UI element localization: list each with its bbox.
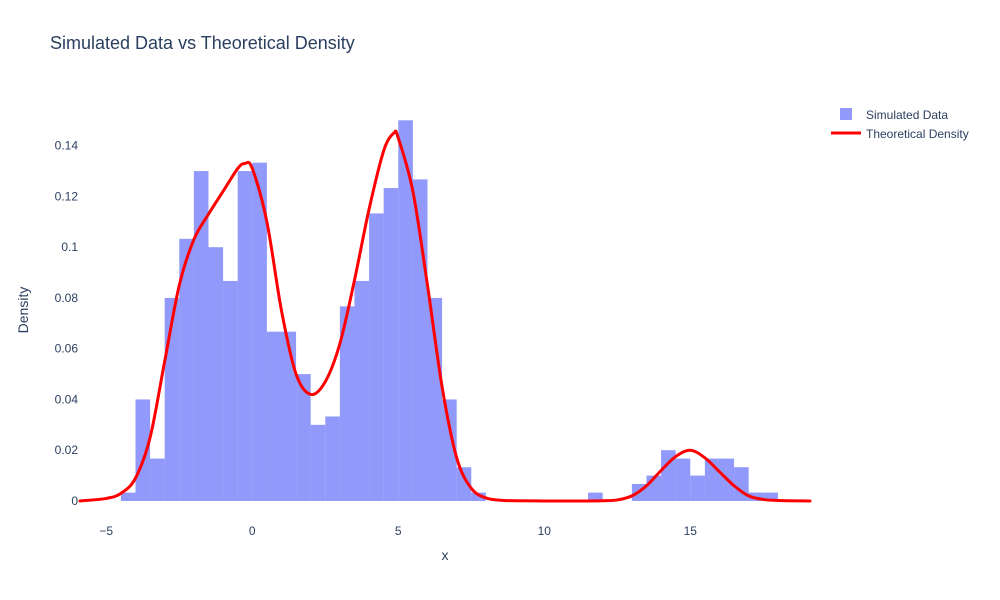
x-tick-label: 10: [538, 524, 552, 538]
histogram-bar: [150, 458, 165, 501]
histogram-bar: [427, 297, 443, 501]
y-tick-label: 0.1: [61, 240, 78, 254]
histogram-bar: [120, 492, 136, 501]
histogram-bar: [266, 331, 282, 501]
histogram-bar: [456, 467, 472, 501]
y-tick-label: 0.06: [55, 342, 79, 356]
histogram-bar: [208, 247, 224, 501]
legend-label-theoretical-density: Theoretical Density: [866, 127, 969, 141]
histogram-bar: [223, 280, 238, 501]
histogram-bar: [135, 399, 151, 501]
histogram-bar: [383, 188, 399, 501]
histogram-bar: [281, 331, 297, 501]
y-tick-label: 0.12: [55, 189, 79, 203]
y-tick-label: 0.04: [55, 392, 79, 406]
y-tick-label: 0.14: [55, 139, 79, 153]
histogram-bar: [661, 450, 676, 501]
x-axis-title: x: [442, 547, 449, 563]
x-tick-label: 5: [395, 524, 402, 538]
y-axis-ticks: 0 0.02 0.04 0.06 0.08 0.1 0.12 0.14: [55, 139, 79, 508]
histogram-bar: [310, 424, 326, 501]
y-tick-label: 0.02: [55, 443, 79, 457]
y-axis-title: Density: [15, 287, 31, 334]
y-tick-label: 0: [71, 494, 78, 508]
histogram-bar: [237, 171, 253, 501]
histogram-bar: [442, 399, 457, 501]
x-axis-ticks: −5 0 5 10 15: [99, 524, 697, 538]
x-tick-label: 0: [249, 524, 256, 538]
legend-item-simulated-data[interactable]: Simulated Data: [840, 108, 948, 122]
histogram-bar: [193, 171, 209, 501]
histogram-bar: [471, 492, 486, 501]
histogram-bars: [120, 120, 778, 501]
x-tick-label: −5: [99, 524, 113, 538]
histogram-bar: [179, 238, 194, 501]
histogram-bar: [588, 492, 603, 501]
histogram-bar: [369, 213, 384, 501]
density-line: [78, 129, 812, 503]
density-line-layer: [78, 129, 812, 503]
histogram-bar: [296, 374, 311, 501]
legend-swatch-bar: [840, 108, 852, 120]
legend-item-theoretical-density[interactable]: Theoretical Density: [831, 127, 969, 141]
histogram-bar: [675, 458, 691, 501]
chart-title: Simulated Data vs Theoretical Density: [50, 33, 355, 53]
histogram-bar: [398, 120, 413, 501]
histogram-bar: [763, 492, 778, 501]
histogram-bar: [339, 306, 355, 501]
histogram-bar: [325, 416, 340, 501]
legend[interactable]: Simulated Data Theoretical Density: [831, 108, 969, 141]
histogram-bar: [690, 475, 705, 501]
y-tick-label: 0.08: [55, 291, 79, 305]
x-tick-label: 15: [684, 524, 698, 538]
histogram-bar: [354, 280, 370, 501]
histogram-bar: [252, 162, 267, 501]
legend-label-simulated-data: Simulated Data: [866, 108, 948, 122]
